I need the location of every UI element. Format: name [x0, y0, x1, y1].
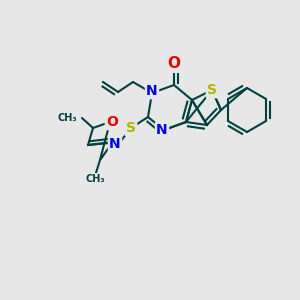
Text: O: O	[167, 56, 181, 71]
Text: CH₃: CH₃	[57, 113, 77, 123]
Text: O: O	[106, 115, 118, 129]
Text: N: N	[109, 137, 121, 151]
Text: S: S	[126, 121, 136, 135]
Text: N: N	[156, 123, 168, 137]
Text: S: S	[207, 83, 217, 97]
Text: N: N	[146, 84, 158, 98]
Text: CH₃: CH₃	[85, 174, 105, 184]
